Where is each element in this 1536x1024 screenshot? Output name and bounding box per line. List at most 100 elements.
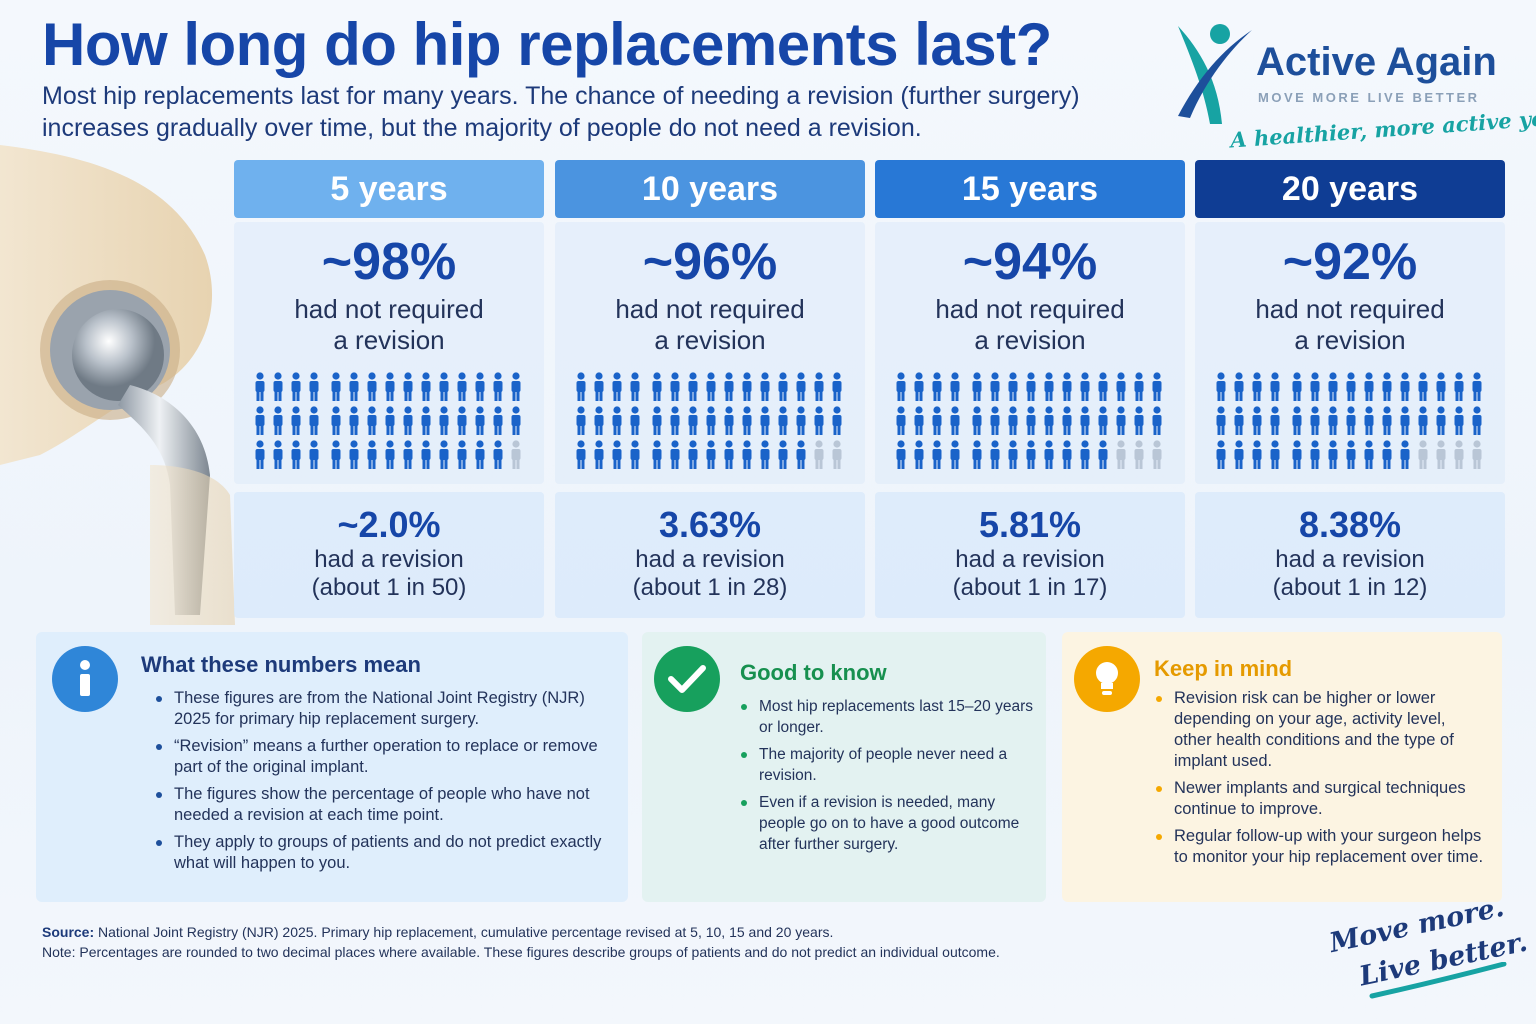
- person-icon: [1436, 406, 1446, 435]
- person-icon: [1216, 440, 1226, 469]
- person-icon: [652, 406, 662, 435]
- person-icon: [1044, 372, 1054, 401]
- person-icon: [724, 406, 734, 435]
- revised-card: 8.38% had a revision (about 1 in 12): [1195, 492, 1505, 618]
- person-icon: [688, 372, 698, 401]
- person-icon: [896, 372, 906, 401]
- person-icon: [255, 406, 265, 435]
- person-icon: [511, 440, 521, 469]
- person-icon: [814, 406, 824, 435]
- person-icon: [594, 406, 604, 435]
- panel-title: Keep in mind: [1154, 656, 1293, 681]
- person-icon: [309, 372, 319, 401]
- person-icon: [706, 440, 716, 469]
- list-item: They apply to groups of patients and do …: [154, 832, 624, 874]
- source-text: National Joint Registry (NJR) 2025. Prim…: [98, 924, 834, 940]
- person-icon: [1310, 440, 1320, 469]
- period-column: 15 years ~94% had not required a revisio…: [875, 160, 1185, 618]
- person-icon: [1436, 440, 1446, 469]
- person-icon: [1116, 406, 1126, 435]
- person-icon: [1134, 372, 1144, 401]
- person-icon: [1062, 440, 1072, 469]
- person-icon: [1008, 372, 1018, 401]
- person-icon: [1098, 372, 1108, 401]
- not-revised-percent: ~92%: [1282, 233, 1418, 291]
- person-icon: [367, 440, 377, 469]
- person-icon: [1116, 372, 1126, 401]
- person-icon: [385, 372, 395, 401]
- person-icon: [1234, 372, 1244, 401]
- person-icon: [630, 406, 640, 435]
- person-icon: [1292, 406, 1302, 435]
- person-icon: [439, 406, 449, 435]
- person-icon: [1026, 440, 1036, 469]
- brand-name: Active Again: [1256, 40, 1497, 84]
- page-title: How long do hip replacements last?: [42, 11, 1052, 78]
- person-icon: [630, 372, 640, 401]
- person-icon: [972, 372, 982, 401]
- person-icon: [630, 440, 640, 469]
- person-icon: [331, 372, 341, 401]
- period-header: 10 years: [555, 160, 865, 218]
- person-icon: [778, 372, 788, 401]
- person-icon: [832, 372, 842, 401]
- person-icon: [990, 406, 1000, 435]
- person-icon: [1134, 440, 1144, 469]
- person-icon: [493, 440, 503, 469]
- revised-card: 5.81% had a revision (about 1 in 17): [875, 492, 1185, 618]
- person-icon: [457, 372, 467, 401]
- person-icon: [1008, 406, 1018, 435]
- person-icon: [796, 406, 806, 435]
- person-icon: [896, 406, 906, 435]
- list-item: Newer implants and surgical techniques c…: [1154, 778, 1484, 820]
- people-icon-grid: [576, 372, 842, 469]
- not-revised-label: had not required: [1255, 294, 1445, 324]
- person-icon: [1418, 440, 1428, 469]
- person-icon: [457, 440, 467, 469]
- person-icon: [457, 406, 467, 435]
- person-icon: [1234, 406, 1244, 435]
- people-icon-grid: [896, 372, 1162, 469]
- person-icon: [475, 406, 485, 435]
- person-icon: [1418, 406, 1428, 435]
- person-icon: [760, 372, 770, 401]
- person-icon: [832, 440, 842, 469]
- person-icon: [1098, 440, 1108, 469]
- not-revised-percent: ~96%: [642, 233, 778, 291]
- person-icon: [896, 440, 906, 469]
- person-icon: [1062, 406, 1072, 435]
- person-icon: [403, 372, 413, 401]
- person-icon: [1044, 406, 1054, 435]
- person-icon: [1364, 372, 1374, 401]
- person-icon: [724, 440, 734, 469]
- person-icon: [367, 406, 377, 435]
- person-icon: [1364, 406, 1374, 435]
- revised-label: had a revision: [955, 546, 1105, 573]
- person-icon: [1382, 372, 1392, 401]
- person-icon: [950, 440, 960, 469]
- person-icon: [331, 406, 341, 435]
- person-icon: [291, 406, 301, 435]
- note-text: Note: Percentages are rounded to two dec…: [42, 944, 1000, 960]
- not-revised-card: ~96% had not required a revision: [555, 222, 865, 484]
- person-icon: [367, 372, 377, 401]
- person-icon: [1080, 440, 1090, 469]
- good-to-know-panel: Good to know Most hip replacements last …: [642, 632, 1046, 902]
- person-icon: [1436, 372, 1446, 401]
- numbers-meaning-panel: What these numbers mean These figures ar…: [36, 632, 628, 902]
- revised-percent: 8.38%: [1298, 504, 1402, 545]
- list-item: These figures are from the National Join…: [154, 688, 624, 730]
- not-revised-label: a revision: [333, 325, 445, 355]
- revised-label: had a revision: [635, 546, 785, 573]
- person-icon: [670, 440, 680, 469]
- mind-list: Revision risk can be higher or lower dep…: [1154, 688, 1484, 874]
- person-icon: [403, 440, 413, 469]
- not-revised-label: had not required: [294, 294, 484, 324]
- list-item: Even if a revision is needed, many peopl…: [739, 792, 1039, 855]
- person-icon: [511, 406, 521, 435]
- person-icon: [1252, 440, 1262, 469]
- revised-ratio: (about 1 in 12): [1272, 574, 1428, 601]
- person-icon: [421, 372, 431, 401]
- person-icon: [760, 440, 770, 469]
- person-icon: [1252, 372, 1262, 401]
